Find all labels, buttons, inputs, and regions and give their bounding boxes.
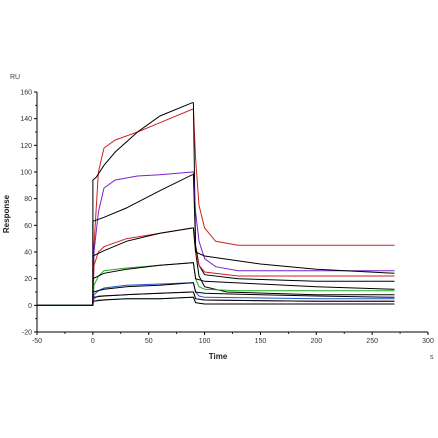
series-line-10 xyxy=(37,282,395,306)
series-line-8 xyxy=(37,262,395,306)
x-unit-label: s xyxy=(430,354,434,361)
y-tick-label: 60 xyxy=(24,223,32,230)
x-tick-label: 50 xyxy=(145,338,153,345)
plot-area xyxy=(37,102,395,306)
series-line-9 xyxy=(37,282,395,306)
series-line-3 xyxy=(37,171,395,306)
y-tick-label: 40 xyxy=(24,250,32,257)
y-tick-label: 100 xyxy=(20,170,32,177)
x-axis-title: Time xyxy=(209,352,228,361)
x-tick-label: 100 xyxy=(199,338,211,345)
axes: -20 0 20 40 60 80 100 120 140 160 -50 0 50 100 150 200 2… xyxy=(20,90,434,346)
series-line-12 xyxy=(37,291,395,306)
x-tick-label: 300 xyxy=(422,338,434,345)
y-tick-label: 80 xyxy=(24,196,32,203)
y-axis-title: Response xyxy=(2,194,11,233)
y-tick-label: 140 xyxy=(20,116,32,123)
x-tick-label: 200 xyxy=(310,338,322,345)
x-tick-label: 250 xyxy=(366,338,378,345)
series-line-14 xyxy=(37,296,395,306)
y-tick-label: 0 xyxy=(28,303,32,310)
series-line-2 xyxy=(37,102,395,306)
y-tick-label: 120 xyxy=(20,143,32,150)
y-tick-label: 20 xyxy=(24,276,32,283)
y-tick-label: 160 xyxy=(20,90,32,97)
x-tick-label: 150 xyxy=(255,338,267,345)
y-tick-label: -20 xyxy=(22,330,32,337)
y-unit-label: RU xyxy=(10,74,20,81)
x-tick-label: -50 xyxy=(32,338,42,345)
x-tick-label: 0 xyxy=(91,338,95,345)
series-line-1 xyxy=(37,108,395,306)
series-line-6 xyxy=(37,227,395,306)
series-line-4 xyxy=(37,174,395,306)
